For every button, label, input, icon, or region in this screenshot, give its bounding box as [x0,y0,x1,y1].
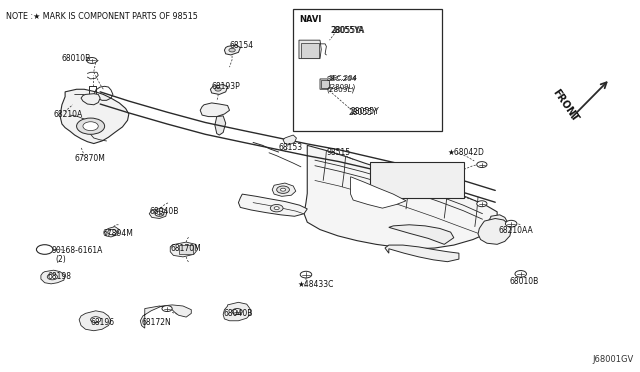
Text: NOTE :★ MARK IS COMPONENT PARTS OF 98515: NOTE :★ MARK IS COMPONENT PARTS OF 98515 [6,12,198,21]
Circle shape [276,186,289,193]
Text: (2809L): (2809L) [326,87,355,93]
Polygon shape [351,177,406,208]
Circle shape [47,274,58,280]
Text: 68154: 68154 [230,41,253,50]
Circle shape [162,306,172,311]
Polygon shape [79,311,111,331]
Polygon shape [60,89,129,144]
Polygon shape [283,135,296,145]
Text: (2809L): (2809L) [328,83,356,90]
Polygon shape [140,305,191,328]
Polygon shape [320,79,330,89]
Text: 28055Y: 28055Y [351,107,380,116]
Bar [292,9,442,131]
Circle shape [280,188,285,191]
Circle shape [83,122,99,131]
Circle shape [36,245,53,254]
Text: 98515: 98515 [326,148,351,157]
Text: 68170M: 68170M [170,244,201,253]
Text: 68040B: 68040B [223,309,253,318]
Text: 67894M: 67894M [102,229,133,238]
Text: 68196: 68196 [91,318,115,327]
Text: 68010B: 68010B [509,278,538,286]
Circle shape [515,270,527,277]
Text: SEC.204: SEC.204 [328,75,357,81]
Bar [370,161,464,198]
Bar [321,80,329,88]
Circle shape [87,58,97,63]
Circle shape [108,230,116,235]
Text: 68172N: 68172N [141,318,172,327]
Polygon shape [211,84,228,94]
Text: (2): (2) [56,255,67,264]
Text: S: S [42,247,47,252]
Polygon shape [200,103,230,116]
Polygon shape [484,215,508,236]
Polygon shape [170,242,198,257]
Polygon shape [389,225,454,244]
Text: 28055YA: 28055YA [331,26,364,35]
Circle shape [274,207,279,210]
Circle shape [270,205,283,212]
Circle shape [506,220,517,227]
Polygon shape [304,145,497,249]
Polygon shape [272,183,296,196]
Text: 68153: 68153 [278,143,303,152]
Circle shape [300,271,312,278]
Text: SEC.204: SEC.204 [326,76,356,82]
Circle shape [155,211,164,216]
Polygon shape [223,302,251,321]
Polygon shape [385,245,459,262]
Polygon shape [239,194,307,216]
Polygon shape [81,94,100,105]
Polygon shape [215,116,226,135]
Circle shape [232,309,243,314]
Polygon shape [225,45,241,55]
Bar [179,245,193,254]
Text: NAVI: NAVI [299,15,321,25]
Text: 28055Y: 28055Y [349,108,378,117]
Text: 28055YA: 28055YA [332,26,365,35]
Polygon shape [299,40,321,59]
Circle shape [477,161,487,167]
Text: 90168-6161A: 90168-6161A [51,246,102,255]
Circle shape [229,48,236,52]
Circle shape [215,87,221,91]
Text: 68010B: 68010B [62,54,91,63]
Circle shape [91,317,100,323]
Text: ★68042D: ★68042D [447,148,484,157]
Text: 68210AA: 68210AA [499,226,533,235]
Circle shape [77,118,104,134]
Text: FRONT: FRONT [550,87,580,124]
Polygon shape [104,227,119,237]
Text: 68193P: 68193P [212,82,241,91]
Text: 68040B: 68040B [149,207,179,217]
Text: J68001GV: J68001GV [592,355,634,364]
Bar [301,43,319,58]
Text: ★48433C: ★48433C [297,280,333,289]
Text: 68210A: 68210A [54,109,83,119]
Polygon shape [478,218,511,244]
Polygon shape [149,208,167,218]
Circle shape [477,201,487,207]
Text: 67870M: 67870M [75,154,106,163]
Polygon shape [41,270,65,284]
Text: 68198: 68198 [47,272,71,281]
